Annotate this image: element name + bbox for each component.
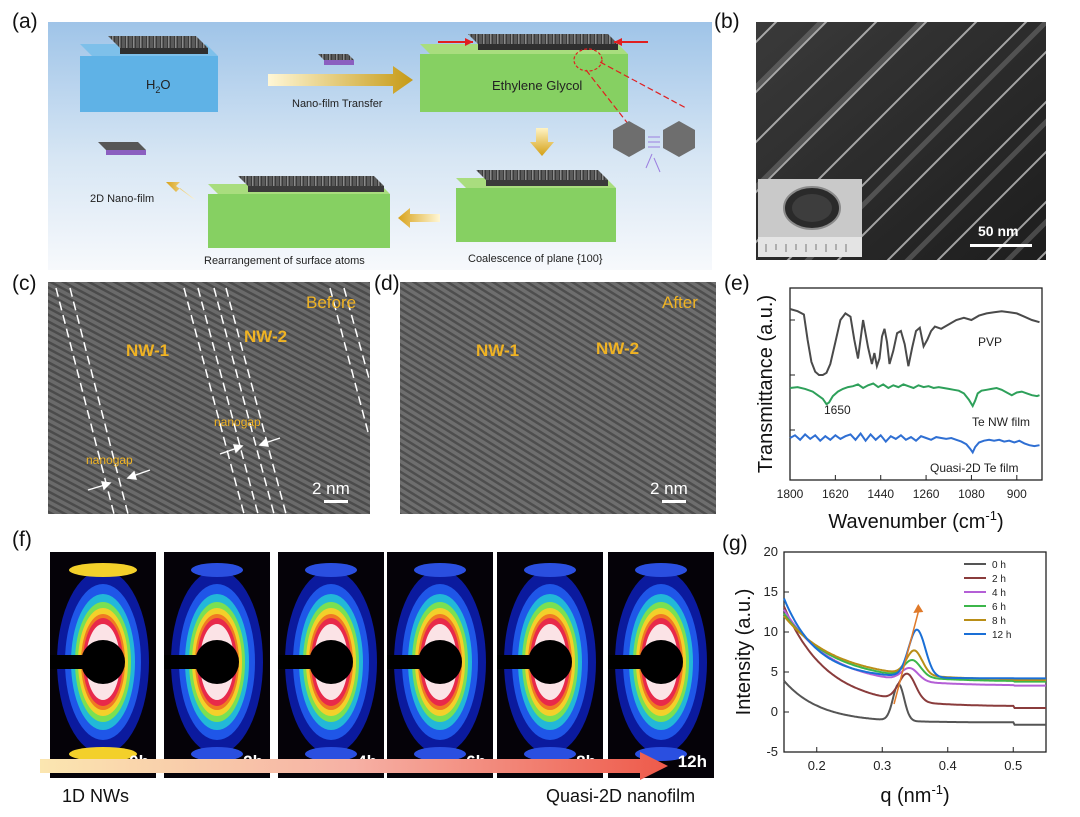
x-axis-label-e: Wavenumber (cm-1) (828, 508, 1003, 533)
state-c: Before (306, 293, 356, 312)
trend-arrowhead-g (913, 604, 924, 613)
x-tick-label-e: 1800 (777, 487, 804, 501)
transfer-label: Nano-film Transfer (292, 98, 383, 110)
scale-d: 2 nm (650, 479, 688, 498)
series-line-g-5 (783, 598, 1046, 680)
plot-frame-g (783, 551, 1047, 753)
x-tick-label-g: 0.3 (873, 758, 891, 773)
series-label-e: Quasi-2D Te film (930, 461, 1018, 475)
y-axis-label-e: Transmittance (a.u.) (755, 295, 777, 473)
panel-a-label: (a) (12, 10, 38, 33)
film2d-label: 2D Nano-film (90, 193, 154, 205)
panel-e-label: (e) (724, 272, 750, 295)
saxs-pattern-0h: 0h (50, 552, 156, 778)
legend-label-g: 12 h (992, 630, 1011, 641)
annotation-e: 1650 (824, 403, 851, 417)
saxs-pattern-8h: 8h (497, 552, 603, 778)
series-label-e: Te NW film (972, 415, 1030, 429)
left-arrow-bottom (398, 208, 440, 228)
plot-frame-e (789, 287, 1043, 481)
progress-arrow (40, 752, 668, 780)
transfer-arrow (268, 66, 413, 94)
saxs-time-label: 12h (677, 752, 707, 771)
legend-label-g: 4 h (992, 588, 1006, 599)
saxs-pattern-12h: 12h (608, 552, 714, 778)
saxs-intensity-chart: 0.2 0.3 0.4 0.5 -5 0 5 10 15 20 0 h 2 h 4 h 6 h 8 h 12 … (733, 544, 1047, 807)
legend-label-g: 2 h (992, 574, 1006, 585)
small-film (318, 54, 354, 60)
arrow-start-label: 1D NWs (62, 786, 129, 806)
coalescence-label: Coalescence of plane {100} (468, 253, 603, 265)
x-tick-label-e: 900 (1007, 487, 1027, 501)
panel-b-label: (b) (714, 10, 740, 33)
rearrange-label: Rearrangement of surface atoms (204, 255, 365, 267)
film-2d (98, 142, 146, 150)
series-line-g-1 (783, 606, 1046, 709)
trend-arrow-g (893, 611, 920, 705)
saxs-pattern-6h: 6h (387, 552, 493, 778)
legend-label-g: 6 h (992, 602, 1006, 613)
series-line-e-2 (789, 431, 1040, 455)
rearrangement-box (208, 176, 390, 248)
diagonal-arrow (166, 182, 196, 200)
series-line-e-0 (789, 308, 1040, 376)
state-d: After (662, 293, 698, 312)
eg-box (420, 34, 628, 112)
y-tick-label-g: 5 (771, 664, 778, 679)
eg-label: Ethylene Glycol (492, 78, 582, 93)
nw1-c: NW-1 (126, 341, 169, 360)
water-label: H2O (146, 77, 171, 95)
legend-label-g: 8 h (992, 616, 1006, 627)
panel-f-label: (f) (12, 528, 32, 551)
series-line-g-3 (783, 613, 1046, 683)
saxs-pattern-4h: 4h (278, 552, 384, 778)
series-line-e-1 (789, 382, 1040, 409)
x-tick-label-e: 1080 (958, 487, 985, 501)
y-tick-label-g: -5 (766, 744, 778, 759)
arrow-end-label: Quasi-2D nanofilm (546, 786, 696, 806)
nw2-d: NW-2 (596, 339, 639, 358)
x-tick-label-e: 1260 (913, 487, 940, 501)
sem-image-panel-b: 50 nm (756, 22, 1046, 260)
ftir-chart: 1800 1620 1440 1260 1080 900 PVP Te NW film Quas… (755, 287, 1043, 533)
nanogap-c1: nanogap (86, 453, 133, 467)
panel-g-label: (g) (722, 532, 748, 555)
x-tick-label-g: 0.5 (1004, 758, 1022, 773)
series-label-e: PVP (978, 335, 1002, 349)
down-arrow (530, 128, 554, 156)
tem-image-panel-c: NW-1 NW-2 Before nanogap nanogap 2 nm (48, 282, 370, 514)
y-tick-label-g: 15 (764, 584, 778, 599)
tem-image-panel-d: NW-1 NW-2 After 2 nm (400, 282, 716, 514)
x-tick-label-e: 1440 (867, 487, 894, 501)
saxs-pattern-2h: 2h (164, 552, 270, 778)
series-line-g-2 (783, 609, 1046, 687)
nw2-c: NW-2 (244, 327, 287, 346)
y-tick-label-g: 0 (771, 704, 778, 719)
x-axis-label-g: q (nm-1) (880, 782, 949, 807)
scale-b: 50 nm (978, 223, 1018, 239)
scale-c: 2 nm (312, 479, 350, 498)
y-tick-label-g: 20 (764, 544, 778, 559)
legend-label-g: 0 h (992, 560, 1006, 571)
x-tick-label-e: 1620 (822, 487, 849, 501)
x-tick-label-g: 0.2 (808, 758, 826, 773)
hexagon-inset (613, 121, 695, 173)
nanogap-c2: nanogap (214, 415, 261, 429)
panel-d-label: (d) (374, 272, 400, 295)
schematic-panel-a: H2O Nano-film Transfer Ethylene Glycol C… (48, 22, 712, 270)
panel-c-label: (c) (12, 272, 37, 295)
water-box (80, 36, 218, 112)
y-tick-label-g: 10 (764, 624, 778, 639)
nw1-d: NW-1 (476, 341, 519, 360)
x-tick-label-g: 0.4 (939, 758, 957, 773)
series-line-g-0 (783, 680, 1046, 726)
y-axis-label-g: Intensity (a.u.) (733, 589, 755, 716)
coalescence-box (456, 170, 616, 242)
